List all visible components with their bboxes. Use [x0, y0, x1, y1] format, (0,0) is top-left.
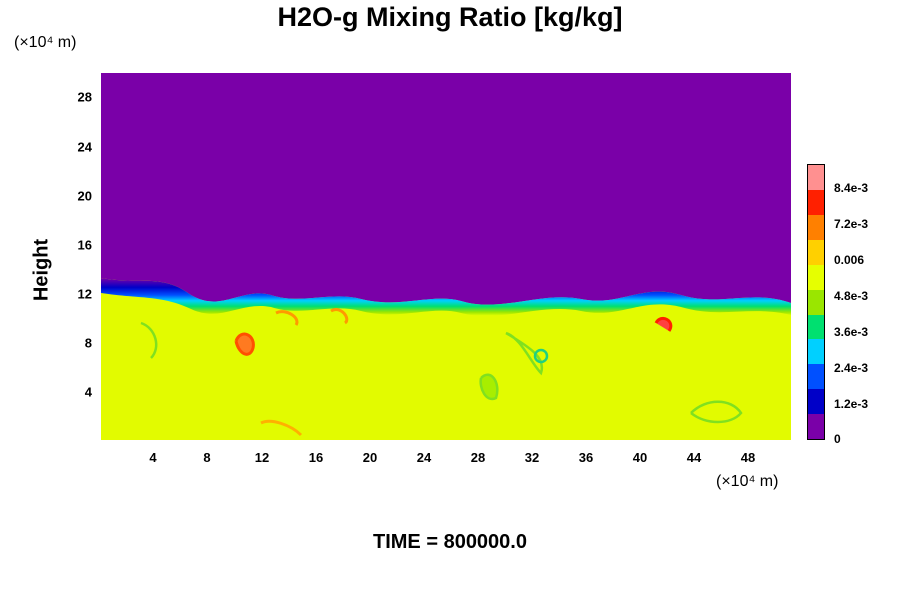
- x-axis-unit: (×10⁴ m): [716, 473, 779, 490]
- x-tick-label: 28: [470, 450, 486, 465]
- colorbar-swatch: [808, 165, 824, 190]
- colorbar-tick-label: 0: [834, 432, 841, 446]
- colorbar-tick-label: 7.2e-3: [834, 217, 869, 231]
- colorbar-swatch: [808, 389, 824, 415]
- colorbar-tick-label: 2.4e-3: [834, 361, 869, 375]
- y-tick-label: 20: [77, 188, 92, 204]
- y-tick-label: 8: [84, 335, 92, 351]
- colorbar-tick-label: 8.4e-3: [834, 181, 869, 195]
- x-tick-label: 12: [254, 450, 270, 465]
- x-tick-label: 8: [203, 450, 211, 465]
- y-tick-label: 28: [77, 89, 92, 105]
- y-axis-unit: (×10⁴ m): [14, 34, 77, 51]
- x-tick-label: 32: [524, 450, 540, 465]
- colorbar-swatch: [808, 364, 824, 390]
- colorbar-swatch: [808, 289, 824, 315]
- y-tick-label: 12: [77, 286, 92, 302]
- y-tick-label: 16: [77, 237, 92, 253]
- heatmap-plot: [101, 73, 791, 440]
- x-tick-label: 44: [686, 450, 702, 465]
- colorbar-swatch: [808, 189, 824, 215]
- x-tick-label: 40: [632, 450, 648, 465]
- colorbar-swatch: [808, 339, 824, 365]
- colorbar-tick-label: 4.8e-3: [834, 289, 869, 303]
- interface-band: [101, 278, 791, 316]
- y-tick-label: 4: [84, 384, 92, 400]
- x-tick-label: 24: [416, 450, 432, 465]
- chart-title: H2O-g Mixing Ratio [kg/kg]: [277, 2, 623, 32]
- time-label: TIME = 800000.0: [373, 531, 527, 553]
- x-tick-label: 4: [149, 450, 157, 465]
- moist-features: [234, 308, 673, 437]
- x-tick-label: 36: [578, 450, 594, 465]
- colorbar: [807, 164, 825, 440]
- colorbar-tick-label: 1.2e-3: [834, 397, 869, 411]
- colorbar-swatch: [808, 414, 824, 440]
- colorbar-tick-label: 0.006: [834, 253, 865, 267]
- y-tick-label: 24: [77, 139, 92, 155]
- colorbar-swatch: [808, 239, 824, 265]
- colorbar-swatch: [808, 264, 824, 290]
- colorbar-swatch: [808, 314, 824, 340]
- green-eddies: [140, 321, 743, 424]
- moist-lower-layer: [101, 278, 791, 440]
- x-tick-label: 20: [362, 450, 378, 465]
- x-tick-label: 16: [308, 450, 324, 465]
- y-axis-label: Height: [30, 238, 53, 302]
- x-tick-label: 48: [740, 450, 756, 465]
- colorbar-swatch: [808, 214, 824, 240]
- colorbar-tick-label: 3.6e-3: [834, 325, 869, 339]
